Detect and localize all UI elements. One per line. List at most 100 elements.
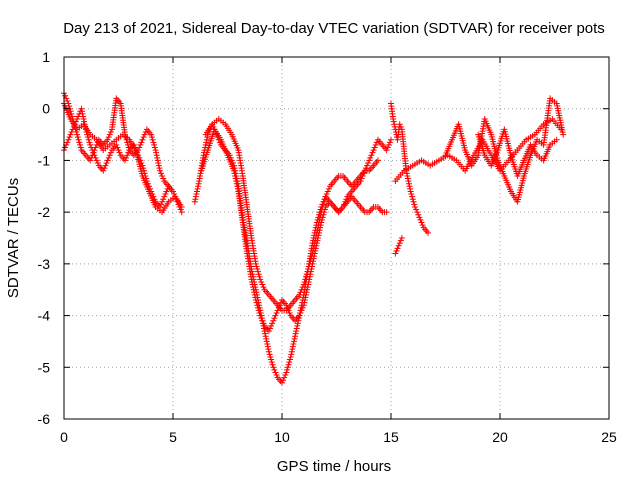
data-point <box>74 134 81 141</box>
data-point <box>195 183 202 190</box>
data-point <box>273 372 280 379</box>
data-point <box>283 302 290 309</box>
data-point <box>257 312 264 319</box>
data-point <box>139 136 146 143</box>
data-point <box>253 299 260 306</box>
chart-title: Day 213 of 2021, Sidereal Day-to-day VTE… <box>63 20 605 37</box>
data-point <box>251 291 258 298</box>
data-point <box>104 136 111 143</box>
data-point <box>383 147 390 154</box>
data-point <box>302 294 309 301</box>
data-point <box>370 147 377 154</box>
data-point <box>318 216 325 223</box>
data-point <box>397 123 404 130</box>
data-point <box>100 167 107 174</box>
y-tick-label: -1 <box>38 152 51 168</box>
data-point <box>62 144 69 151</box>
data-point <box>253 263 260 270</box>
data-point <box>80 116 87 123</box>
y-tick-label: 1 <box>42 49 50 65</box>
data-point <box>260 284 267 291</box>
data-point <box>281 374 288 381</box>
data-point <box>307 268 314 275</box>
data-point <box>318 219 325 226</box>
data-point <box>390 116 397 123</box>
data-point <box>160 196 167 203</box>
data-point <box>395 242 402 249</box>
data-point <box>266 351 273 358</box>
data-point <box>360 170 367 177</box>
data-point <box>250 286 257 293</box>
data-point <box>106 131 113 138</box>
data-point <box>287 353 294 360</box>
data-point <box>151 141 158 148</box>
data-point <box>178 203 185 210</box>
data-point <box>265 346 272 353</box>
data-point <box>259 281 266 288</box>
data-point <box>368 152 375 159</box>
data-point <box>252 260 259 267</box>
data-point <box>233 178 240 185</box>
data-marks <box>61 90 567 386</box>
data-point <box>398 235 405 241</box>
data-point <box>195 180 202 187</box>
x-axis-title: GPS time / hours <box>277 458 391 475</box>
data-point <box>75 136 82 143</box>
data-point <box>403 170 410 177</box>
data-point <box>292 330 299 337</box>
data-point <box>369 149 376 156</box>
data-point <box>314 235 321 241</box>
data-point <box>264 343 271 350</box>
data-point <box>259 317 266 324</box>
data-point <box>313 240 320 247</box>
data-point <box>410 198 417 205</box>
data-point <box>88 144 95 151</box>
data-point <box>252 297 259 304</box>
series-H <box>392 235 405 257</box>
data-point <box>106 152 113 159</box>
data-point <box>67 131 74 138</box>
series-E <box>202 116 381 314</box>
data-point <box>301 297 308 304</box>
data-point <box>194 185 201 192</box>
data-point <box>290 338 297 345</box>
data-point <box>321 206 328 213</box>
data-point <box>308 263 315 270</box>
data-point <box>68 128 75 135</box>
data-point <box>113 141 120 148</box>
data-point <box>272 312 279 319</box>
data-point <box>148 131 155 138</box>
data-point <box>149 136 156 143</box>
data-point <box>76 141 83 148</box>
data-point <box>300 302 307 309</box>
data-point <box>299 304 306 311</box>
data-point <box>191 198 198 205</box>
grid <box>64 57 609 419</box>
data-point <box>107 128 114 135</box>
data-point <box>155 162 162 169</box>
data-point <box>277 299 284 306</box>
data-point <box>155 160 162 167</box>
data-point <box>289 346 296 353</box>
data-point <box>341 201 348 208</box>
data-point <box>365 160 372 167</box>
data-point <box>386 139 393 146</box>
data-point <box>296 291 303 298</box>
data-point <box>413 206 420 213</box>
data-point <box>255 268 262 275</box>
data-point <box>357 178 364 185</box>
data-point <box>316 227 323 234</box>
data-point <box>192 196 199 203</box>
data-point <box>231 170 238 177</box>
data-point <box>93 141 100 148</box>
data-point <box>367 154 374 161</box>
data-point <box>150 139 157 146</box>
data-point <box>257 276 264 283</box>
data-point <box>265 328 272 335</box>
data-point <box>154 157 161 164</box>
data-point <box>265 348 272 355</box>
data-point <box>397 237 404 244</box>
data-point <box>156 165 163 172</box>
data-point <box>317 224 324 231</box>
